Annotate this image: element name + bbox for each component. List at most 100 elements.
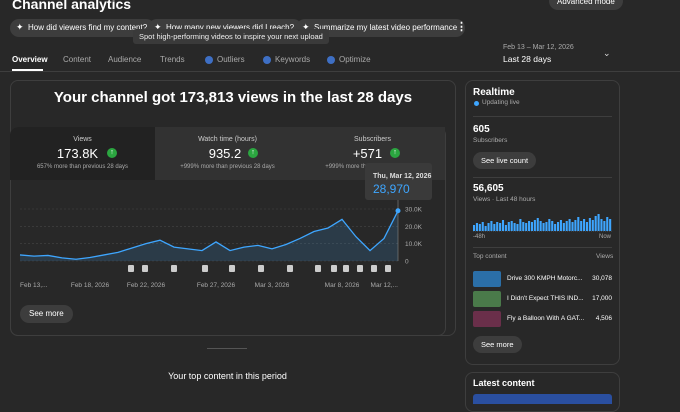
- metric-label: Watch time (hours): [198, 136, 257, 143]
- bar: [562, 223, 565, 231]
- more-icon[interactable]: ⋮: [456, 21, 467, 33]
- bar: [603, 221, 606, 231]
- bar: [545, 222, 548, 231]
- latest-title: Latest content: [473, 378, 535, 388]
- bar: [493, 224, 496, 231]
- bar: [539, 221, 542, 231]
- metric-tab[interactable]: [155, 127, 300, 180]
- tab[interactable]: Outliers: [217, 55, 245, 64]
- sparkle-icon: ✦: [154, 22, 162, 32]
- views-label: Views · Last 48 hours: [473, 196, 536, 203]
- up-icon: ↑: [248, 148, 258, 158]
- rt-divider: [473, 177, 612, 178]
- live-count-button[interactable]: See live count: [473, 152, 537, 169]
- bar: [496, 222, 499, 231]
- bar: [594, 216, 597, 231]
- metric-label: Views: [73, 136, 92, 143]
- bar: [556, 222, 560, 231]
- video-marker: [331, 265, 337, 272]
- x-tick-label: Feb 27, 2026: [197, 282, 236, 289]
- latest-thumbnail[interactable]: [473, 394, 612, 404]
- video-marker: [343, 265, 349, 272]
- bar: [513, 223, 516, 231]
- tab[interactable]: Keywords: [275, 55, 311, 64]
- suggestion-chip[interactable]: Summarize my latest video performance ✦: [296, 19, 466, 37]
- bar: [606, 217, 609, 231]
- tab[interactable]: Audience: [108, 55, 142, 64]
- chart-tooltip: [365, 163, 432, 200]
- tooltip-value: 28,970: [373, 182, 410, 196]
- video-thumbnail[interactable]: [473, 311, 501, 327]
- bar: [533, 220, 536, 231]
- tab-icon: [263, 56, 271, 64]
- video-thumbnail[interactable]: [473, 271, 501, 287]
- metric-change: +999% more than previous 28 days: [180, 164, 275, 170]
- top-content-heading: Your top content in this period: [168, 371, 287, 381]
- rt-divider: [473, 116, 612, 117]
- subscriber-label: Subscribers: [473, 137, 508, 144]
- video-marker: [287, 265, 293, 272]
- sparkle-icon: ✦: [16, 22, 24, 32]
- hover-point: [395, 208, 401, 214]
- tab-underline: [12, 69, 43, 71]
- metric-value: 173.8K: [56, 146, 99, 161]
- bar: [568, 219, 571, 231]
- bar: [574, 220, 577, 231]
- video-marker: [315, 265, 321, 272]
- metric-tab[interactable]: [10, 127, 155, 180]
- video-marker: [357, 265, 363, 272]
- bar: [481, 222, 484, 231]
- y-tick-label: 0: [405, 259, 409, 266]
- video-marker: [371, 265, 377, 272]
- metric-value: +571: [352, 146, 383, 161]
- bar: [475, 223, 478, 231]
- see-more-button[interactable]: See more: [20, 305, 73, 323]
- bar: [519, 219, 522, 231]
- video-marker: [202, 265, 208, 272]
- bar: [609, 219, 612, 231]
- bar: [525, 223, 528, 231]
- bar: [528, 221, 531, 231]
- summary-heading: Your channel got 173,813 views in the la…: [53, 89, 413, 106]
- date-label[interactable]: Last 28 days: [503, 54, 552, 64]
- rt-divider: [473, 247, 612, 248]
- tab-icon: [327, 56, 335, 64]
- x-tick-label: Mar 8, 2026: [325, 282, 360, 289]
- metric-value: 935.2: [208, 146, 242, 161]
- metric-label: Subscribers: [354, 136, 391, 143]
- bar: [484, 226, 487, 231]
- bar: [516, 224, 519, 231]
- video-views: 17,000: [592, 295, 612, 302]
- tab[interactable]: Content: [63, 55, 92, 64]
- bar: [542, 223, 545, 231]
- video-marker: [171, 265, 177, 272]
- x-end-label: Now: [599, 234, 612, 240]
- bar: [487, 223, 490, 231]
- suggestion-chip[interactable]: How did viewers find my content? ✦: [10, 19, 156, 37]
- video-views: 4,506: [595, 315, 612, 322]
- video-marker: [385, 265, 391, 272]
- bar: [530, 222, 534, 231]
- top-content-label: Top content: [473, 253, 507, 260]
- video-title[interactable]: Drive 300 KMPH Motorc...: [507, 275, 583, 282]
- tab[interactable]: Trends: [160, 55, 185, 64]
- video-marker: [142, 265, 148, 272]
- video-thumbnail[interactable]: [473, 291, 501, 307]
- subscriber-count: 605: [473, 124, 490, 135]
- rt-see-more-button[interactable]: See more: [473, 336, 522, 353]
- live-dot: [474, 101, 479, 106]
- bar: [478, 224, 481, 231]
- bar: [588, 218, 591, 231]
- advanced-mode-button[interactable]: Advanced mode: [549, 0, 623, 10]
- x-tick-label: Feb 18, 2026: [71, 282, 110, 289]
- x-tick-label: Mar 12,...: [371, 282, 399, 289]
- video-title[interactable]: I Didn't Expect THIS IND...: [507, 295, 584, 302]
- video-title[interactable]: Fly a Balloon With A GAT...: [507, 315, 585, 322]
- bar: [501, 220, 505, 231]
- tab[interactable]: Optimize: [339, 55, 371, 64]
- tab[interactable]: Overview: [12, 55, 48, 64]
- chevron[interactable]: ⌄: [603, 48, 611, 58]
- x-start-label: -48h: [473, 234, 486, 240]
- bar: [583, 219, 586, 231]
